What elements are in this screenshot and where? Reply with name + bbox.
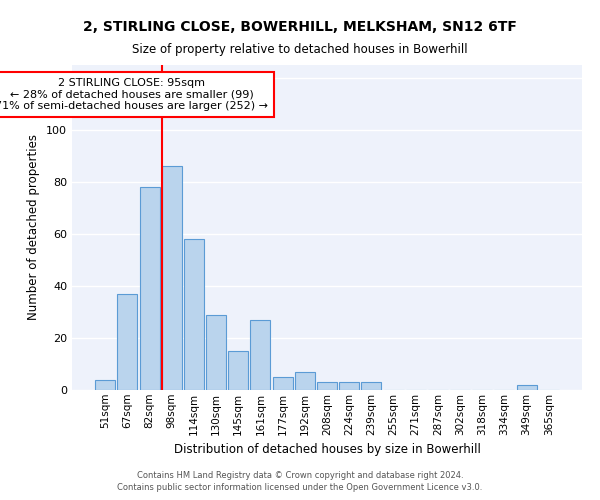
- Bar: [361, 382, 382, 390]
- Bar: [118, 294, 137, 390]
- Bar: [295, 372, 315, 390]
- Text: Contains HM Land Registry data © Crown copyright and database right 2024.
Contai: Contains HM Land Registry data © Crown c…: [118, 471, 482, 492]
- Bar: [272, 377, 293, 390]
- Bar: [250, 320, 271, 390]
- Bar: [184, 239, 204, 390]
- Text: 2, STIRLING CLOSE, BOWERHILL, MELKSHAM, SN12 6TF: 2, STIRLING CLOSE, BOWERHILL, MELKSHAM, …: [83, 20, 517, 34]
- Bar: [95, 380, 115, 390]
- Bar: [517, 385, 536, 390]
- Y-axis label: Number of detached properties: Number of detached properties: [28, 134, 40, 320]
- Text: Size of property relative to detached houses in Bowerhill: Size of property relative to detached ho…: [132, 42, 468, 56]
- Bar: [206, 314, 226, 390]
- Text: 2 STIRLING CLOSE: 95sqm
← 28% of detached houses are smaller (99)
71% of semi-de: 2 STIRLING CLOSE: 95sqm ← 28% of detache…: [0, 78, 268, 111]
- X-axis label: Distribution of detached houses by size in Bowerhill: Distribution of detached houses by size …: [173, 443, 481, 456]
- Bar: [317, 382, 337, 390]
- Bar: [228, 351, 248, 390]
- Bar: [140, 187, 160, 390]
- Bar: [339, 382, 359, 390]
- Bar: [162, 166, 182, 390]
